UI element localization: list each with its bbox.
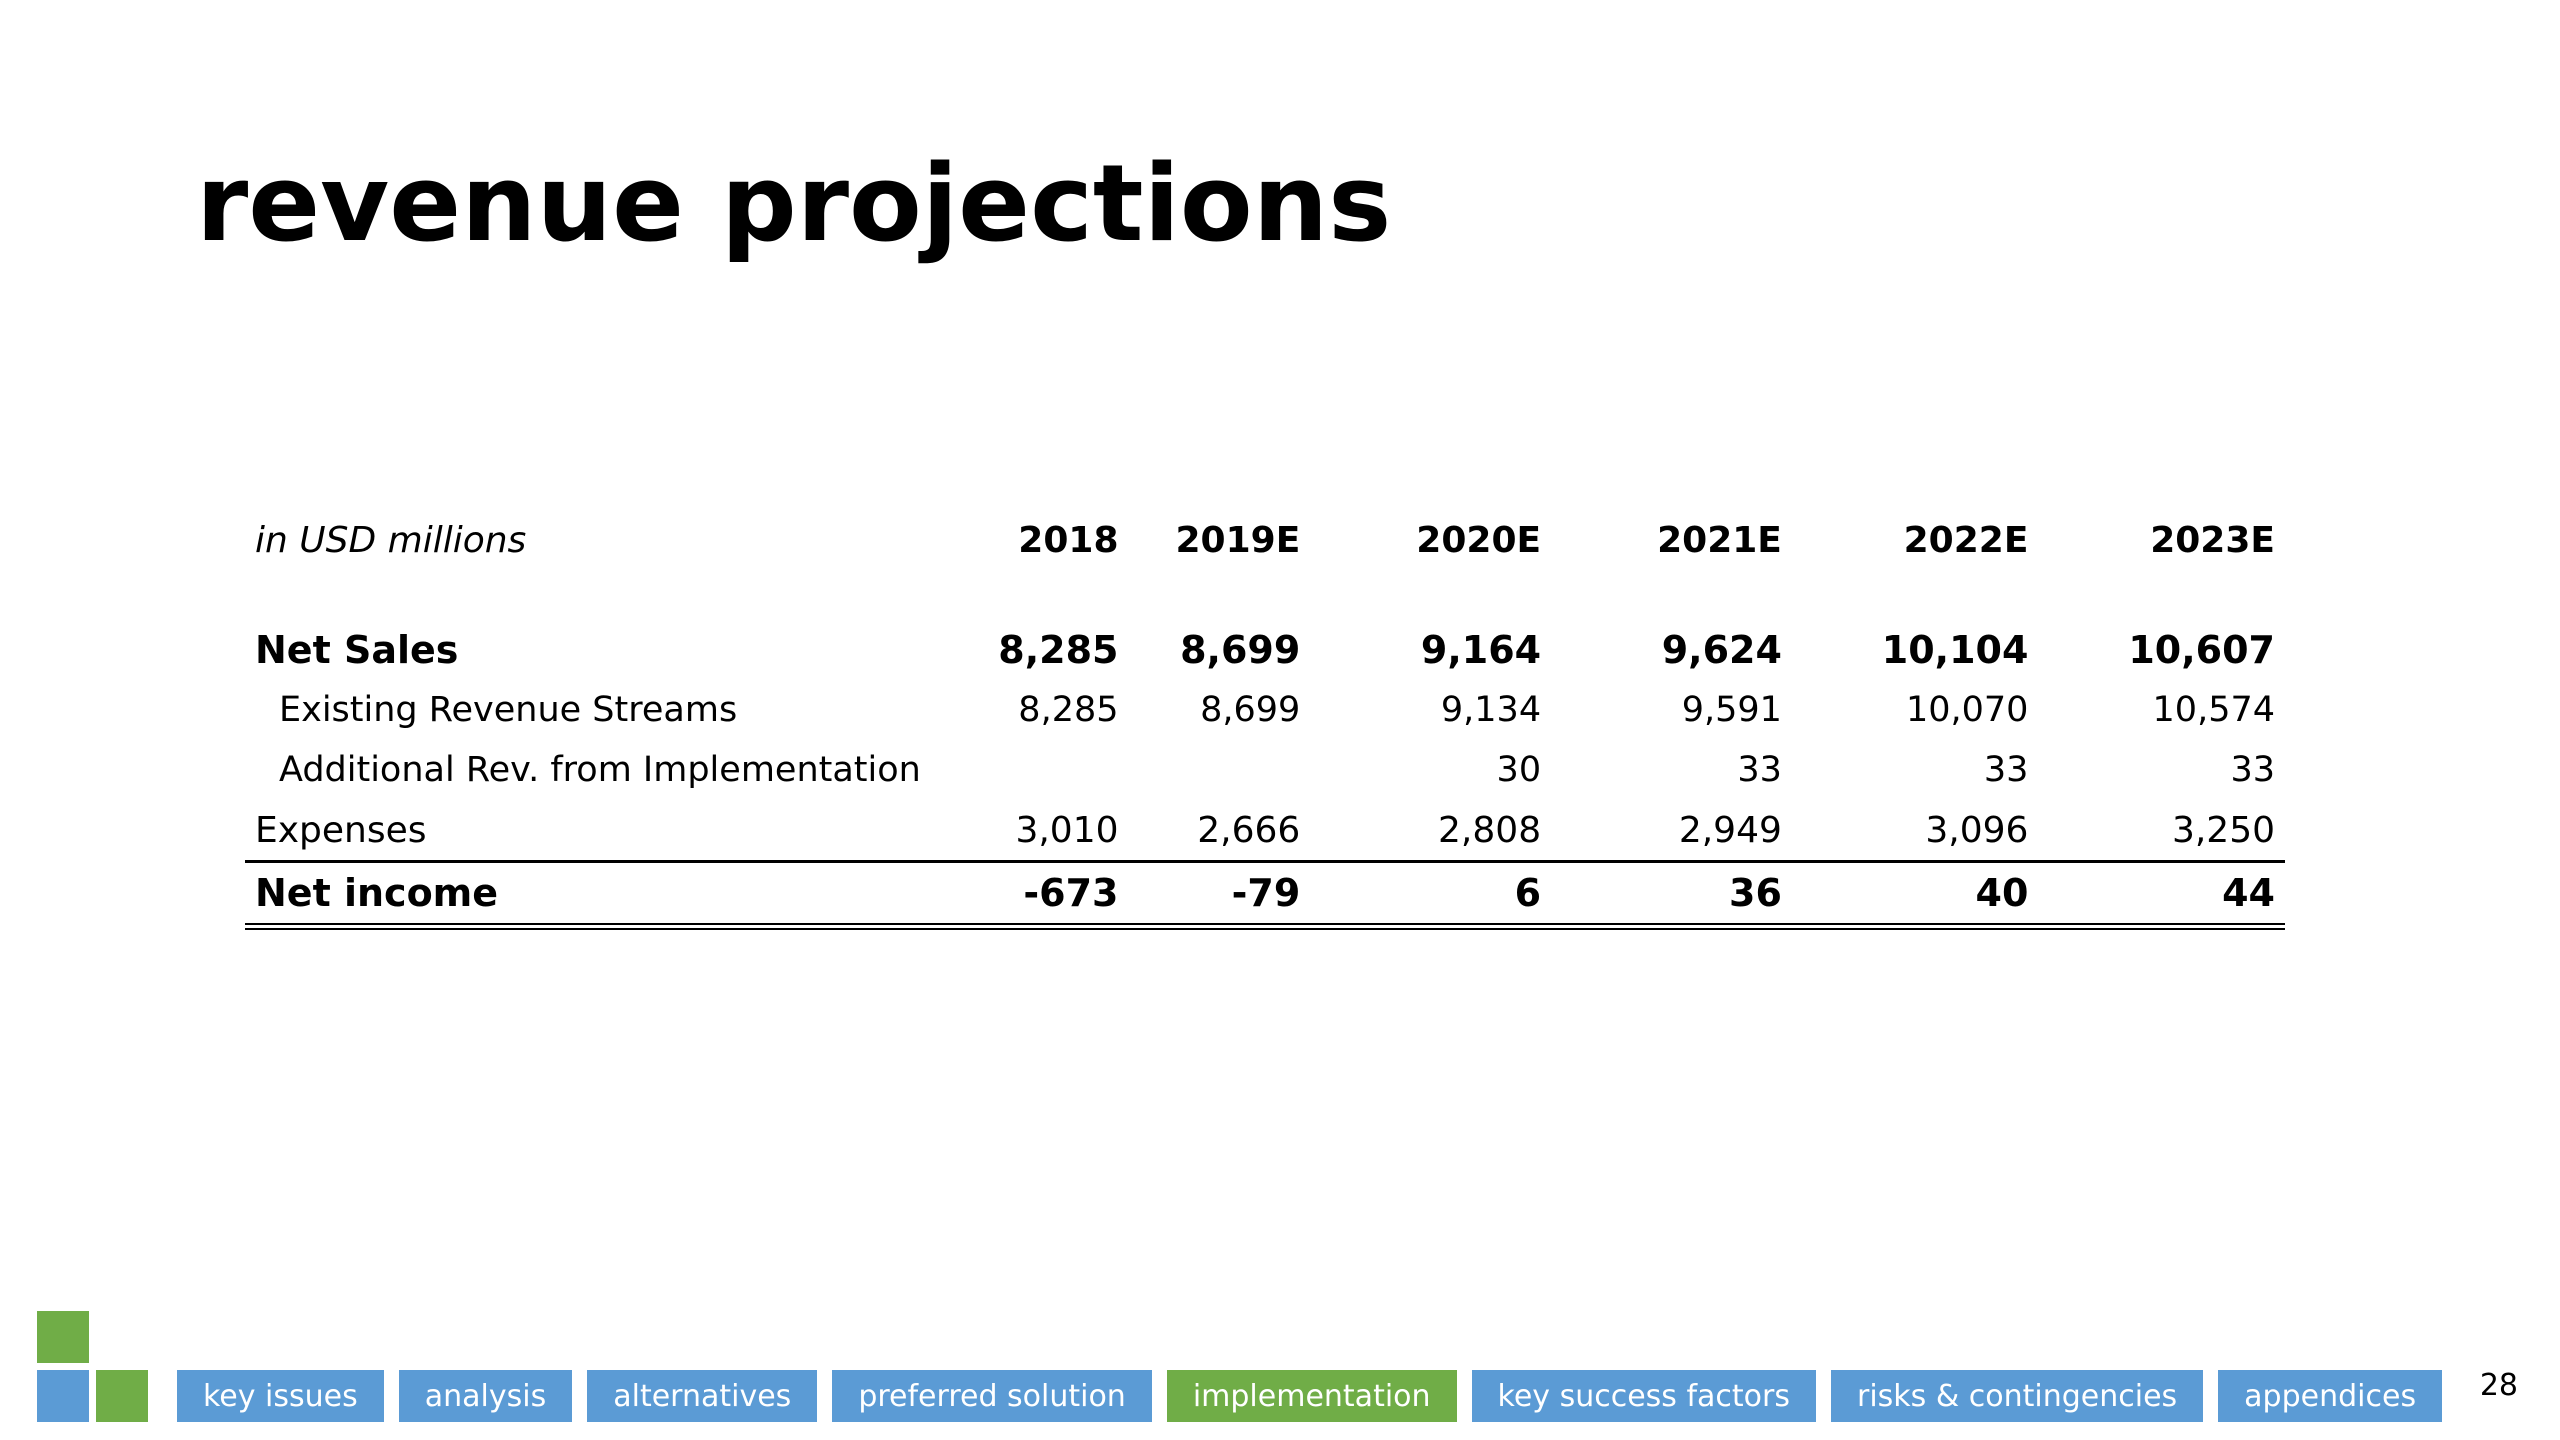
row-label: Net Sales [255, 628, 459, 672]
row-label: Net income [245, 861, 959, 930]
table-header-row: in USD millions 2018 2019E 2020E 2021E 2… [245, 500, 2285, 580]
nav-tab-alternatives[interactable]: alternatives [587, 1370, 818, 1422]
revenue-projection-table: in USD millions 2018 2019E 2020E 2021E 2… [245, 500, 2285, 930]
table-cell: 33 [1983, 750, 2029, 790]
row-label: Additional Rev. from Implementation [279, 750, 921, 790]
table-cell: 33 [2230, 750, 2275, 790]
table-cell: 2,808 [1310, 800, 1552, 863]
unit-label: in USD millions [255, 519, 527, 561]
table-cell: 9,164 [1420, 628, 1542, 672]
nav-tab-appendices[interactable]: appendices [2218, 1370, 2443, 1422]
table-row-net-sales: Net Sales 8,285 8,699 9,164 9,624 10,104… [245, 620, 2285, 680]
table-cell: 9,591 [1681, 690, 1782, 730]
table-cell: 9,624 [1661, 628, 1782, 672]
nav-tab-key-issues[interactable]: key issues [177, 1370, 384, 1422]
table-cell: 8,699 [1200, 690, 1301, 730]
table-cell: 10,607 [2128, 628, 2275, 672]
row-label: Expenses [245, 800, 959, 863]
nav-tab-preferred-solution[interactable]: preferred solution [832, 1370, 1152, 1422]
table-cell: 2,949 [1551, 800, 1792, 863]
nav-tab-implementation[interactable]: implementation [1166, 1370, 1457, 1422]
table-cell: 3,010 [958, 800, 1129, 863]
table-cell: 6 [1310, 861, 1552, 930]
table-cell: 3,250 [2038, 800, 2285, 863]
table-row-additional-revenue: Additional Rev. from Implementation 30 3… [245, 740, 2285, 800]
slide-title: revenue projections [196, 142, 1392, 265]
page-number: 28 [2479, 1368, 2518, 1403]
table-cell: 10,070 [1905, 690, 2029, 730]
decorative-square-green-right [96, 1370, 148, 1422]
row-label: Existing Revenue Streams [279, 690, 738, 730]
table-cell: 8,285 [1018, 690, 1119, 730]
table-cell: 3,096 [1791, 800, 2039, 863]
table-row-existing-revenue: Existing Revenue Streams 8,285 8,699 9,1… [245, 680, 2285, 740]
table-cell: 9,134 [1440, 690, 1542, 730]
year-header: 2021E [1657, 519, 1782, 561]
nav-tab-key-success-factors[interactable]: key success factors [1471, 1370, 1816, 1422]
year-header: 2020E [1416, 519, 1542, 561]
year-header: 2019E [1175, 519, 1301, 561]
table-cell: 36 [1551, 861, 1792, 930]
section-nav-bar: key issues analysis alternatives preferr… [177, 1370, 2443, 1422]
year-header: 2018 [1018, 519, 1119, 561]
table-cell: 44 [2038, 861, 2285, 930]
year-header: 2023E [2150, 519, 2275, 561]
table-cell [959, 740, 1129, 800]
table-row-expenses: Expenses 3,010 2,666 2,808 2,949 3,096 3… [245, 800, 2285, 863]
table-spacer-row [245, 580, 2285, 620]
table-row-net-income: Net income -673 -79 6 36 40 44 [245, 861, 2285, 930]
year-header: 2022E [1903, 519, 2029, 561]
table-cell: 8,699 [1180, 628, 1301, 672]
nav-tab-analysis[interactable]: analysis [398, 1370, 573, 1422]
decorative-square-green-top [37, 1311, 89, 1363]
table-cell [1129, 740, 1311, 800]
table-cell: 2,666 [1128, 800, 1311, 863]
table-cell: 10,574 [2152, 690, 2275, 730]
table-cell: 10,104 [1881, 628, 2029, 672]
table-cell: -79 [1128, 861, 1311, 930]
table-cell: 40 [1791, 861, 2039, 930]
table-cell: -673 [958, 861, 1129, 930]
nav-tab-risks-contingencies[interactable]: risks & contingencies [1831, 1370, 2204, 1422]
table-cell: 8,285 [998, 628, 1119, 672]
decorative-square-blue [37, 1370, 89, 1422]
table-cell: 33 [1737, 750, 1782, 790]
table-cell: 30 [1496, 750, 1542, 790]
